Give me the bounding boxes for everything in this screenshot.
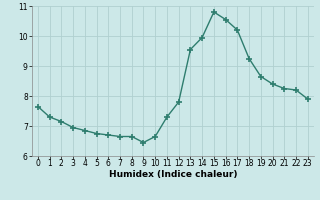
X-axis label: Humidex (Indice chaleur): Humidex (Indice chaleur) [108,170,237,179]
